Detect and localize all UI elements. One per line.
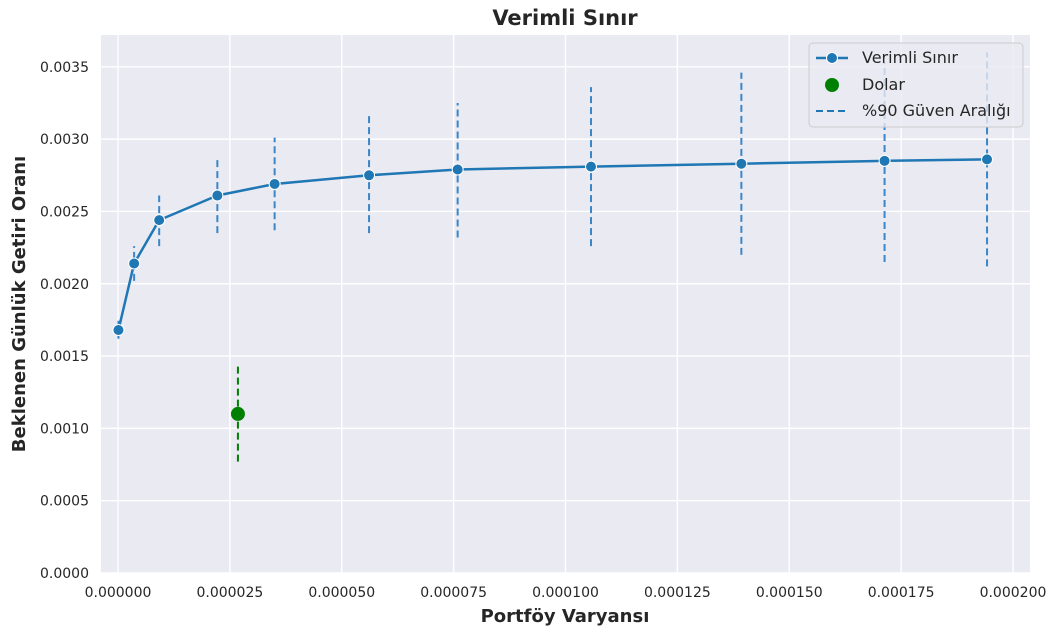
frontier-point [128,257,141,270]
frontier-point [878,154,891,167]
frontier-point [585,160,598,173]
frontier-point [451,163,464,176]
frontier-point [363,169,376,182]
y-tick-label: 0.0035 [40,60,89,76]
legend-frontier-marker-icon [826,52,838,64]
y-axis-ticks: 0.0000 0.0005 0.0010 0.0015 0.0020 0.0025 0.00… [40,60,89,582]
x-tick-label: 0.000075 [420,585,487,601]
x-tick-label: 0.000150 [756,585,823,601]
frontier-point [153,214,166,227]
x-axis-ticks: 0.000000 0.000025 0.000050 0.000075 0.000100… [85,585,1047,601]
y-axis-title: Beklenen Günlük Getiri Oranı [9,156,30,452]
frontier-point [211,189,224,202]
legend-label-ci: %90 Güven Aralığı [862,101,1011,120]
y-tick-label: 0.0005 [40,494,89,510]
y-tick-label: 0.0015 [40,349,89,365]
legend-label-dollar: Dolar [862,75,905,94]
x-tick-label: 0.000050 [308,585,375,601]
legend: Verimli Sınır Dolar %90 Güven Aralığı [808,42,1024,128]
frontier-point [268,177,281,190]
x-tick-label: 0.000175 [868,585,935,601]
dollar-point [230,406,245,421]
x-tick-label: 0.000000 [85,585,152,601]
x-tick-label: 0.000125 [644,585,711,601]
y-tick-label: 0.0030 [40,132,89,148]
x-tick-label: 0.000025 [196,585,263,601]
legend-label-frontier: Verimli Sınır [862,48,958,67]
y-tick-label: 0.0000 [40,566,89,582]
x-axis-title: Portföy Varyansı [481,606,650,627]
chart-title: Verimli Sınır [492,6,638,30]
frontier-point [112,324,125,337]
frontier-point [981,153,994,166]
y-tick-label: 0.0020 [40,277,89,293]
y-tick-label: 0.0010 [40,421,89,437]
legend-dollar-marker-icon [825,78,839,92]
frontier-point [735,157,748,170]
x-tick-label: 0.000100 [532,585,599,601]
x-tick-label: 0.000200 [980,585,1047,601]
data-points [112,153,994,421]
legend-box [808,42,1024,128]
y-tick-label: 0.0025 [40,204,89,220]
